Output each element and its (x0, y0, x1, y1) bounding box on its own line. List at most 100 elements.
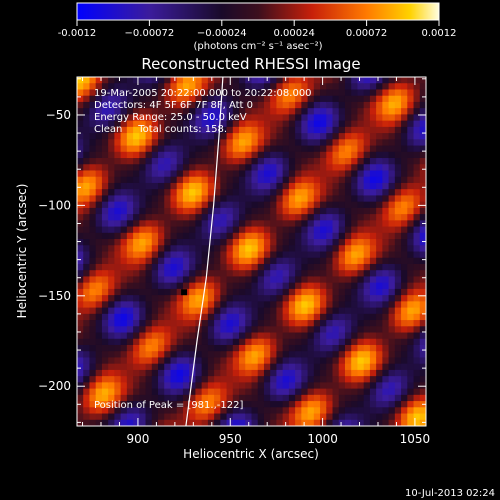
heatmap-cell (120, 145, 128, 153)
heatmap-cell (182, 176, 190, 184)
heatmap-cell (220, 388, 228, 396)
heatmap-cell (114, 195, 122, 203)
heatmap-cell (401, 207, 408, 215)
heatmap-cell (245, 139, 253, 147)
heatmap-cell (276, 158, 284, 165)
heatmap-cell (164, 363, 172, 371)
heatmap-cell (344, 83, 352, 91)
heatmap-cell (320, 114, 327, 122)
heatmap-cell (338, 164, 346, 172)
heatmap-cell (83, 220, 91, 228)
heatmap-cell (344, 401, 352, 408)
heatmap-cell (419, 270, 426, 278)
heatmap-cell (313, 108, 321, 115)
heatmap-cell (101, 220, 109, 228)
heatmap-cell (301, 108, 309, 115)
heatmap-cell (338, 89, 346, 97)
heatmap-cell (413, 139, 421, 147)
heatmap-cell (207, 282, 215, 290)
heatmap-cell (239, 170, 246, 178)
heatmap-cell (257, 220, 265, 228)
heatmap-cell (176, 351, 184, 359)
heatmap-cell (326, 170, 334, 178)
heatmap-cell (320, 332, 327, 340)
heatmap-cell (295, 276, 302, 284)
heatmap-cell (170, 164, 178, 172)
heatmap-cell (326, 232, 334, 240)
heatmap-cell (239, 332, 246, 340)
heatmap-cell (257, 251, 265, 259)
heatmap-cell (307, 145, 315, 153)
heatmap-cell (245, 401, 253, 408)
heatmap-cell (351, 332, 359, 340)
heatmap-cell (114, 133, 122, 140)
heatmap-cell (326, 120, 334, 128)
heatmap-cell (101, 195, 109, 203)
heatmap-cell (220, 133, 228, 140)
heatmap-cell (83, 201, 91, 209)
heatmap-cell (101, 257, 109, 265)
heatmap-cell (251, 120, 259, 128)
heatmap-cell (338, 338, 346, 346)
heatmap-cell (282, 257, 290, 265)
heatmap-cell (164, 120, 172, 128)
heatmap-cell (151, 394, 159, 402)
heatmap-cell (326, 282, 334, 290)
heatmap-cell (295, 413, 302, 421)
heatmap-cell (201, 288, 209, 296)
heatmap-cell (245, 251, 253, 259)
heatmap-cell (413, 239, 421, 246)
heatmap-cell (207, 388, 215, 396)
heatmap-cell (351, 407, 359, 415)
heatmap-cell (363, 326, 371, 334)
heatmap-cell (357, 407, 365, 415)
heatmap-cell (313, 326, 321, 334)
heatmap-cell (195, 369, 203, 377)
heatmap-cell (344, 114, 352, 122)
heatmap-cell (95, 320, 103, 327)
heatmap-cell (226, 320, 234, 327)
heatmap-cell (101, 126, 109, 134)
heatmap-cell (295, 363, 302, 371)
heatmap-cell (301, 239, 309, 246)
heatmap-cell (344, 332, 352, 340)
heatmap-cell (338, 139, 346, 147)
heatmap-cell (401, 388, 408, 396)
heatmap-cell (369, 344, 377, 352)
heatmap-cell (195, 101, 203, 109)
heatmap-cell (189, 95, 197, 103)
heatmap-cell (201, 344, 209, 352)
heatmap-cell (357, 376, 365, 383)
heatmap-cell (394, 170, 402, 178)
heatmap-cell (363, 419, 371, 426)
heatmap-cell (251, 189, 259, 197)
heatmap-cell (276, 182, 284, 190)
heatmap-cell (145, 101, 153, 109)
heatmap-cell (207, 307, 215, 315)
heatmap-cell (413, 214, 421, 221)
heatmap-cell (108, 226, 115, 234)
heatmap-cell (413, 226, 421, 234)
heatmap-cell (226, 239, 234, 246)
heatmap-cell (176, 332, 184, 340)
heatmap-cell (83, 95, 91, 103)
heatmap-cell (239, 357, 246, 365)
heatmap-cell (164, 164, 172, 172)
heatmap-cell (170, 126, 178, 134)
heatmap-cell (307, 394, 315, 402)
heatmap-cell (270, 307, 278, 315)
heatmap-cell (158, 357, 165, 365)
heatmap-cell (263, 133, 271, 140)
heatmap-cell (363, 232, 371, 240)
heatmap-cell (288, 307, 296, 315)
heatmap-cell (301, 220, 309, 228)
heatmap-cell (394, 164, 402, 172)
heatmap-cell (295, 382, 302, 390)
heatmap-cell (276, 407, 284, 415)
heatmap-cell (77, 214, 84, 221)
heatmap-cell (195, 344, 203, 352)
heatmap-cell (151, 313, 159, 321)
heatmap-cell (239, 89, 246, 97)
heatmap-cell (407, 326, 415, 334)
heatmap-cell (282, 114, 290, 122)
